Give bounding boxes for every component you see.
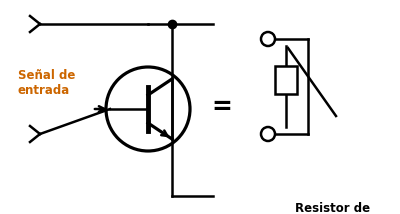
Bar [275, 66, 297, 94]
Text: =: = [212, 95, 232, 119]
Text: Señal de
entrada: Señal de entrada [18, 69, 75, 97]
Text: Resistor de
bajo valor
(100 a 200 ohms): Resistor de bajo valor (100 a 200 ohms) [295, 202, 400, 214]
